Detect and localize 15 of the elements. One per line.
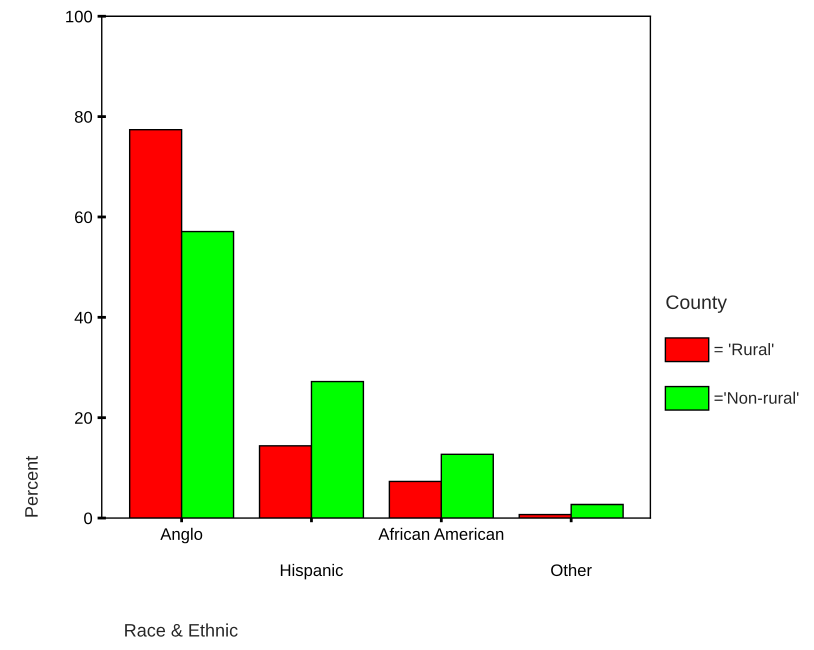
x-tick-label: Anglo: [160, 528, 202, 544]
y-tick-label: 0: [84, 512, 92, 524]
y-tick-label: 40: [74, 312, 92, 324]
y-tick-label: 60: [75, 211, 92, 224]
x-tick-label: Hispanic: [280, 564, 343, 580]
legend-title: County: [666, 295, 727, 313]
y-axis-title: Percent: [25, 456, 38, 517]
y-tick-label: 20: [75, 412, 92, 424]
x-tick-label: African American: [378, 528, 504, 540]
legend-label: = 'Rural': [714, 343, 774, 356]
legend-label: ='Non-rural': [714, 392, 798, 404]
x-axis-title: Race & Ethnic: [125, 623, 238, 637]
y-tick-label: 80: [74, 111, 92, 123]
y-tick-label: 100: [66, 10, 92, 22]
x-tick-label: Other: [551, 564, 592, 576]
